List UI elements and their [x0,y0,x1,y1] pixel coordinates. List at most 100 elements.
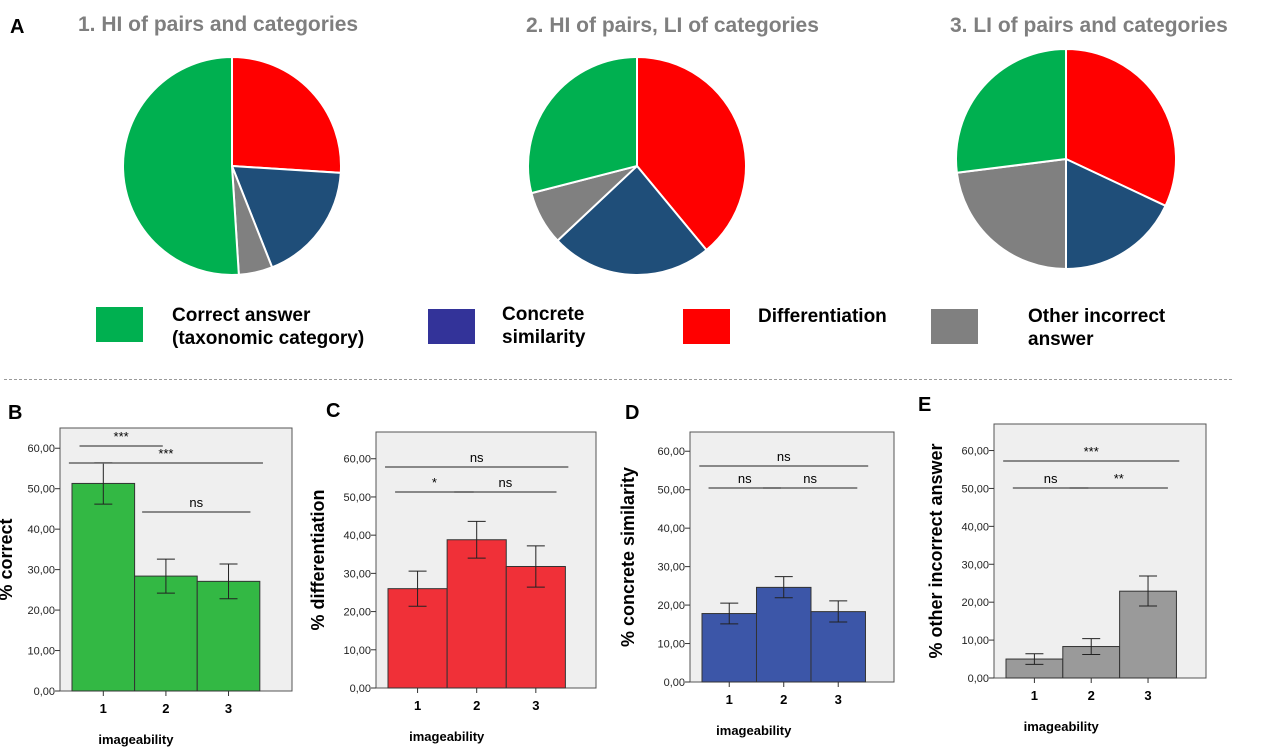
y-tick-label-differentiation-3: 30,00 [343,568,371,580]
x-tick-label-correct-2: 2 [162,701,169,716]
x-axis-label-correct: imageability [98,732,174,747]
y-tick-label-differentiation-5: 50,00 [343,492,371,504]
pie-2-slice-differentiation [636,55,747,252]
panel-divider [4,379,1232,380]
y-tick-label-correct-4: 40,00 [27,524,55,536]
y-tick-label-correct-0: 0,00 [34,686,55,698]
pie-3-slice-differentiation [1065,47,1177,208]
y-tick-label-differentiation-1: 10,00 [343,645,371,657]
pie-title-3: 3. LI of pairs and categories [950,14,1228,37]
legend-label-correct-line2: (taxonomic category) [172,328,365,349]
bar-correct-1 [71,482,136,692]
y-tick-label-concrete-similarity-3: 30,00 [657,562,685,574]
x-tick-label-differentiation-2: 2 [473,698,480,713]
panel-letter-a: A [10,16,25,38]
x-axis-label-differentiation: imageability [409,729,485,744]
legend-label-concrete: Concrete similarity [502,303,585,349]
pie-chart-1 [122,55,342,276]
pie-1-slice-correct-answer [122,55,240,276]
significance-label-differentiation-1-2: * [432,475,437,490]
y-tick-label-concrete-similarity-6: 60,00 [657,446,685,458]
pie-2-slice-correct-answer [527,55,638,195]
y-tick-label-differentiation-4: 40,00 [343,530,371,542]
bar-chart-differentiation: 0,00 10,00 20,00 30,00 40,00 50,00 60,00 % diff… [308,431,597,744]
significance-label-concrete-similarity-2-3: ns [803,471,817,486]
x-tick-label-correct-3: 3 [225,701,232,716]
bar-correct-3 [196,580,261,692]
y-tick-label-other-incorrect-answer-1: 10,00 [961,635,989,647]
legend-swatch-correct [96,307,143,342]
y-tick-label-correct-2: 20,00 [27,605,55,617]
y-axis-label-concrete-similarity: % concrete similarity [618,467,638,647]
x-tick-label-concrete-similarity-2: 2 [780,692,787,707]
legend-label-other-line1: Other incorrect [1028,306,1166,327]
significance-label-other-incorrect-answer-1-2: ns [1044,471,1058,486]
y-tick-label-other-incorrect-answer-4: 40,00 [961,521,989,533]
pie-title-2: 2. HI of pairs, LI of categories [526,14,819,37]
bar-differentiation-2 [446,539,507,689]
bar-chart-correct: 0,00 10,00 20,00 30,00 40,00 50,00 60,00 % corr… [0,427,293,747]
legend-label-other: Other incorrect answer [1028,305,1165,351]
y-tick-label-concrete-similarity-1: 10,00 [657,639,685,651]
legend-item-other [931,309,978,344]
panel-letter-c: C [326,400,341,422]
x-tick-label-concrete-similarity-1: 1 [726,692,733,707]
y-tick-label-correct-1: 10,00 [27,646,55,658]
bar-concrete-similarity-2 [755,586,812,683]
x-tick-label-differentiation-1: 1 [414,698,421,713]
legend-label-differentiation: Differentiation [758,306,887,327]
significance-label-concrete-similarity-1-3: ns [777,449,791,464]
y-tick-label-differentiation-6: 60,00 [343,454,371,466]
legend-label-correct: Correct answer (taxonomic category) [172,304,364,350]
y-tick-label-other-incorrect-answer-0: 0,00 [968,673,989,685]
legend-item-correct [96,307,143,342]
x-tick-label-correct-1: 1 [100,701,107,716]
y-tick-label-concrete-similarity-4: 40,00 [657,523,685,535]
y-axis-label-correct: % correct [0,518,16,600]
x-axis-label-other-incorrect-answer: imageability [1024,719,1100,734]
legend-swatch-differentiation [683,309,730,344]
significance-label-differentiation-2-3: ns [499,475,513,490]
x-tick-label-other-incorrect-answer-2: 2 [1088,688,1095,703]
legend-label-other-line2: answer [1028,329,1094,350]
significance-label-differentiation-1-3: ns [470,450,484,465]
pie-3-slice-other-incorrect-answer [955,157,1067,271]
significance-label-concrete-similarity-1-2: ns [738,471,752,486]
bar-concrete-similarity-3 [810,611,866,683]
y-tick-label-correct-5: 50,00 [27,484,55,496]
legend-swatch-other [931,309,978,344]
pie-3-slice-concrete-similarity [1065,157,1167,271]
pie-2-slice-concrete-similarity [556,164,708,276]
significance-label-other-incorrect-answer-2-3: ** [1114,471,1124,486]
y-tick-label-differentiation-2: 20,00 [343,607,371,619]
legend-label-concrete-line2: similarity [502,327,586,348]
panel-letter-b: B [8,402,23,424]
bar-correct-2 [134,575,198,692]
y-tick-label-concrete-similarity-2: 20,00 [657,600,685,612]
legend-item-concrete [428,309,475,344]
bar-chart-other-incorrect: 0,00 10,00 20,00 30,00 40,00 50,00 60,00 % othe… [926,423,1207,734]
x-tick-label-concrete-similarity-3: 3 [835,692,842,707]
pie-chart-3 [955,47,1177,271]
significance-label-correct-1-3: *** [158,446,173,461]
legend-label-correct-line1: Correct answer [172,305,311,326]
y-tick-label-concrete-similarity-0: 0,00 [664,677,685,689]
y-axis-label-other-incorrect-answer: % other incorrect answer [926,443,946,658]
panel-letter-e: E [918,394,932,416]
y-tick-label-other-incorrect-answer-5: 50,00 [961,483,989,495]
x-tick-label-other-incorrect-answer-1: 1 [1031,688,1038,703]
pie-title-1: 1. HI of pairs and categories [78,13,359,36]
x-axis-label-concrete-similarity: imageability [716,723,792,738]
pie-3-slice-correct-answer [955,47,1067,174]
legend-swatch-concrete [428,309,475,344]
pie-1-slice-differentiation [231,55,342,174]
pie-chart-2 [527,55,747,276]
y-tick-label-other-incorrect-answer-3: 30,00 [961,559,989,571]
y-tick-label-other-incorrect-answer-2: 20,00 [961,597,989,609]
significance-label-other-incorrect-answer-1-3: *** [1084,444,1099,459]
y-tick-label-concrete-similarity-5: 50,00 [657,485,685,497]
pie-1-slice-concrete-similarity [230,164,342,269]
legend-item-differentiation [683,309,730,344]
y-tick-label-correct-6: 60,00 [27,443,55,455]
y-tick-label-differentiation-0: 0,00 [350,683,371,695]
